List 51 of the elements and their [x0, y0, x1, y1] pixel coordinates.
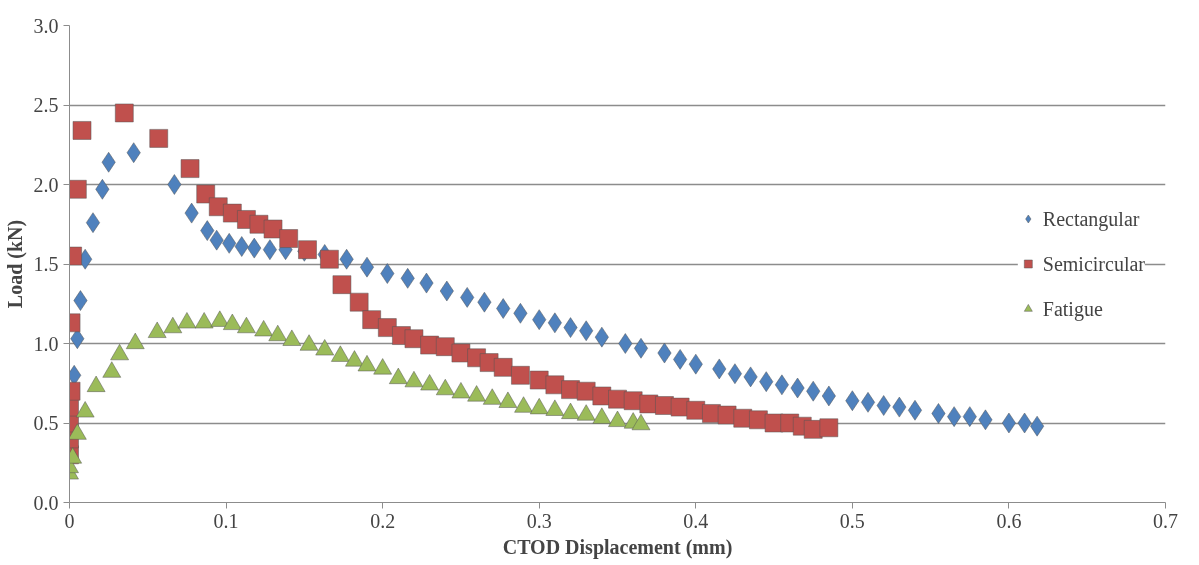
point — [114, 103, 134, 123]
point — [633, 337, 649, 359]
point — [72, 120, 92, 140]
point — [547, 312, 563, 334]
point — [85, 212, 101, 234]
x-tick-label: 0.7 — [1153, 509, 1178, 532]
x-tick-label: 0.2 — [370, 509, 396, 532]
point — [69, 179, 87, 199]
point — [860, 391, 876, 413]
point — [167, 174, 182, 195]
y-tick-label: 2.0 — [33, 173, 59, 196]
point — [149, 128, 169, 148]
point — [946, 406, 962, 428]
point — [821, 385, 837, 407]
point — [1029, 415, 1045, 437]
y-tick-label: 0.0 — [33, 491, 59, 514]
point — [594, 326, 610, 348]
point — [319, 249, 339, 269]
point — [774, 374, 790, 396]
point — [180, 159, 200, 179]
y-tick-label: 0.5 — [33, 412, 59, 434]
point — [262, 239, 278, 261]
point — [727, 363, 743, 385]
x-tick-label: 0 — [64, 509, 75, 532]
legend-label: Rectangular — [1042, 207, 1140, 230]
legend-label: Semicircular — [1042, 252, 1145, 275]
y-axis-title: Load (kN) — [3, 219, 27, 309]
x-tick-label: 0.1 — [213, 509, 239, 532]
point — [493, 357, 513, 377]
point — [819, 418, 839, 438]
point — [263, 219, 283, 239]
point — [510, 365, 530, 385]
x-tick-label: 0.5 — [839, 509, 865, 532]
point — [297, 240, 317, 260]
y-tick-label: 1.5 — [33, 253, 59, 275]
y-tick-label: 1.0 — [33, 332, 59, 355]
point — [618, 333, 633, 354]
point — [359, 256, 375, 278]
point — [672, 348, 688, 370]
y-tick-label: 3.0 — [33, 14, 59, 37]
point — [332, 275, 352, 295]
legend-label: Fatigue — [1042, 297, 1103, 320]
x-tick-label: 0.4 — [683, 509, 709, 532]
x-axis-title: CTOD Displacement (mm) — [502, 535, 733, 559]
x-tick-label: 0.3 — [526, 509, 552, 532]
point — [1001, 412, 1017, 434]
point — [349, 292, 369, 312]
x-tick-label: 0.6 — [996, 509, 1022, 532]
point — [279, 229, 299, 249]
point — [907, 399, 923, 421]
y-tick-label: 2.5 — [33, 94, 59, 116]
